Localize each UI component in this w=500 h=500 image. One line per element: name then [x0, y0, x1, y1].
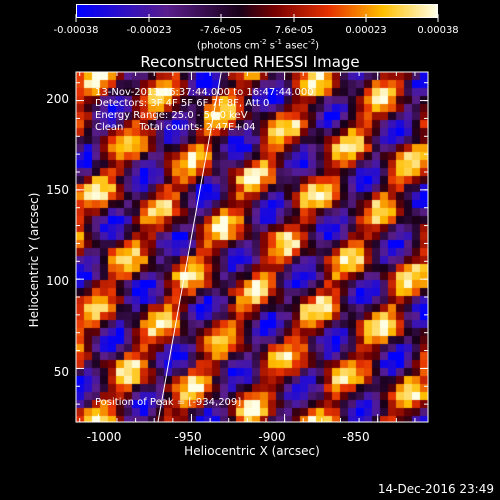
x-tick-label: -900: [258, 430, 286, 444]
colorbar-ticks: [75, 14, 439, 22]
annotation-detectors: Detectors: 3F 4F 5F 6F 7F 8F, Att 0: [95, 98, 270, 109]
x-tick-label: -1000: [86, 430, 122, 444]
y-tick-label: 200: [46, 92, 69, 106]
x-axis-label: Heliocentric X (arcsec): [184, 444, 320, 458]
annotation-clean: Clean Total counts: 2.47E+04: [95, 122, 256, 133]
colorbar-units: (photons cm-2 s-1 asec-2): [196, 38, 320, 52]
annotation-energy: Energy Range: 25.0 - 50.0 keV: [95, 110, 248, 121]
y-tick-label: 100: [46, 274, 69, 288]
colorbar-tick-label: -0.00038: [53, 25, 99, 36]
y-axis-label: Heliocentric Y (arcsec): [27, 192, 41, 328]
y-tick-label: 50: [53, 365, 69, 379]
y-tick-label: 150: [46, 183, 69, 197]
annotation-time-range: 13-Nov-2013 16:37:44.000 to 16:47:44.000: [95, 87, 314, 98]
annotation-peak: Position of Peak = [-934,209]: [95, 397, 242, 408]
colorbar-tick-label: -0.00023: [126, 25, 172, 36]
colorbar-tick-label: 7.6e-05: [274, 25, 314, 36]
colorbar: [76, 4, 438, 18]
plot-title: Reconstructed RHESSI Image: [140, 53, 360, 71]
timestamp: 14-Dec-2016 23:49: [377, 482, 494, 496]
colorbar-tick-label: 0.00038: [417, 25, 459, 36]
x-tick-label: -850: [342, 430, 370, 444]
colorbar-tick-label: -7.6e-05: [200, 25, 242, 36]
colorbar-tick-label: 0.00023: [345, 25, 387, 36]
x-tick-label: -950: [174, 430, 202, 444]
